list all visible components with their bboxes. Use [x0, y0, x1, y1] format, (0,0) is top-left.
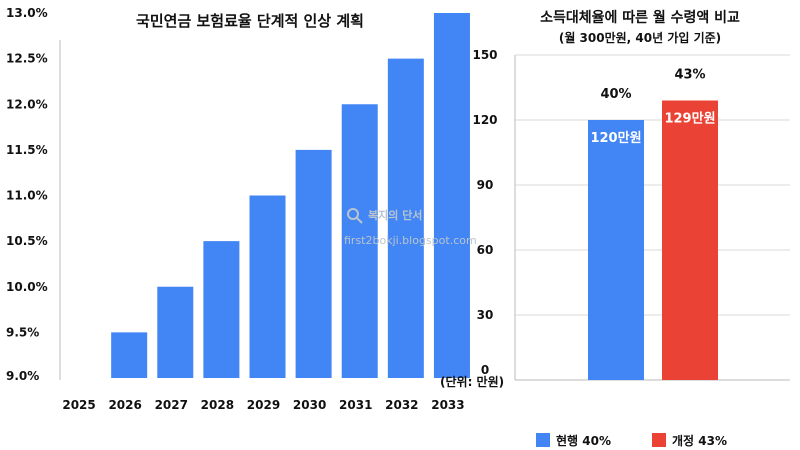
left-x-tick-2032: 2032: [385, 398, 418, 412]
left-bar-2030: [295, 149, 332, 378]
left-chart-bars: [111, 13, 470, 378]
left-x-tick-2025: 2025: [62, 398, 95, 412]
right-y-tick-90: 90: [477, 178, 494, 192]
left-x-tick-2026: 2026: [108, 398, 141, 412]
right-y-tick-60: 60: [477, 243, 494, 257]
left-y-tick-1: 9.5%: [6, 325, 39, 339]
right-y-tick-150: 150: [472, 48, 497, 62]
left-bar-2026: [111, 332, 148, 378]
left-x-tick-2031: 2031: [339, 398, 372, 412]
watermark: 복지의 단서 first2bokji.blogspot.com: [344, 208, 477, 247]
left-y-tick-6: 12.0%: [6, 97, 48, 111]
left-bar-2031: [341, 104, 378, 378]
left-x-tick-2030: 2030: [293, 398, 326, 412]
legend-label-0: 현행 40%: [556, 433, 611, 448]
left-bar-2029: [249, 195, 286, 378]
right-chart-title: 소득대체율에 따른 월 수령액 비교: [540, 9, 740, 26]
legend-swatch-0: [536, 433, 550, 447]
left-bar-2027: [157, 286, 194, 378]
left-y-tick-5: 11.5%: [6, 143, 48, 157]
watermark-url: first2bokji.blogspot.com: [344, 234, 477, 247]
right-chart-legend: 현행 40% 개정 43%: [536, 433, 727, 448]
right-chart-unit-label: (단위: 만원): [440, 374, 504, 389]
left-x-tick-2029: 2029: [247, 398, 280, 412]
right-chart-grid: [515, 54, 790, 316]
left-y-tick-8: 13.0%: [6, 6, 48, 20]
left-bar-2028: [203, 241, 240, 378]
right-chart-bars: 120만원 40% 129만원 43%: [588, 68, 718, 380]
watermark-search-icon: [347, 208, 363, 224]
legend-label-1: 개정 43%: [672, 433, 727, 448]
right-chart-subtitle: (월 300만원, 40년 가입 기준): [559, 30, 721, 45]
watermark-title: 복지의 단서: [368, 208, 422, 222]
right-bar-value-label-0: 120만원: [590, 130, 641, 146]
left-bar-2033: [433, 13, 470, 378]
left-y-tick-4: 11.0%: [6, 189, 48, 203]
left-chart-y-ticks: 9.0% 9.5% 10.0% 10.5% 11.0% 11.5% 12.0% 12.5% 13…: [6, 6, 48, 383]
right-y-tick-30: 30: [477, 308, 494, 322]
right-bar-top-label-0: 40%: [600, 87, 631, 102]
left-x-tick-2028: 2028: [201, 398, 234, 412]
left-y-tick-7: 12.5%: [6, 52, 48, 66]
left-chart-x-ticks: 2025 2026 2027 2028 2029 2030 2031 2032 2033: [62, 398, 464, 412]
left-y-tick-3: 10.5%: [6, 234, 48, 248]
right-bar-top-label-1: 43%: [674, 68, 705, 83]
legend-swatch-1: [652, 433, 666, 447]
left-chart-title: 국민연금 보험료율 단계적 인상 계획: [136, 12, 364, 30]
right-y-tick-0: 0: [481, 363, 489, 377]
right-bar-0: [588, 120, 644, 380]
left-y-tick-2: 10.0%: [6, 280, 48, 294]
left-x-tick-2033: 2033: [431, 398, 464, 412]
right-bar-value-label-1: 129만원: [664, 111, 715, 127]
right-bar-1: [662, 100, 718, 380]
right-y-tick-120: 120: [472, 113, 497, 127]
left-y-tick-0: 9.0%: [6, 369, 39, 383]
left-bar-2032: [387, 58, 424, 378]
left-x-tick-2027: 2027: [155, 398, 188, 412]
right-chart-y-ticks: 0 30 60 90 120 150: [472, 48, 497, 377]
